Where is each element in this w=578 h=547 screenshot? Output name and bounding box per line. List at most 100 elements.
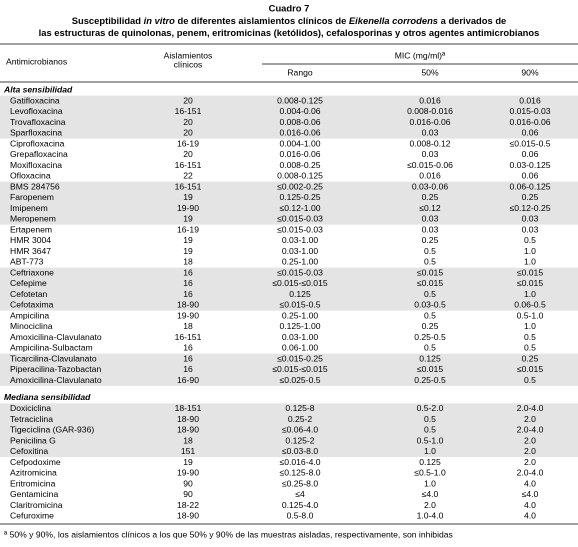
cell: 16-151 bbox=[175, 106, 202, 116]
cell: 19 bbox=[183, 246, 193, 256]
drug-name: Penicilina G bbox=[10, 435, 56, 445]
cell: 16 bbox=[183, 267, 193, 277]
cell: 90 bbox=[183, 478, 193, 488]
footnote: ª 50% y 90%, los aislamientos clínicos a… bbox=[4, 529, 453, 539]
column-header: 90% bbox=[521, 67, 539, 77]
section-title: Mediana sensibilidad bbox=[4, 392, 91, 402]
subtitle-segment: in vitro bbox=[144, 15, 176, 26]
drug-name: Cefoxitina bbox=[10, 446, 48, 456]
cell: 0.03 bbox=[522, 214, 539, 224]
drug-name: Gatifloxacina bbox=[10, 95, 60, 105]
cell: 90 bbox=[183, 489, 193, 499]
drug-name: Claritromicina bbox=[10, 500, 63, 510]
drug-name: Faropenem bbox=[10, 192, 54, 202]
row-shading bbox=[0, 267, 578, 311]
cell: 0.25-0.5 bbox=[414, 332, 446, 342]
cell: 4.0 bbox=[524, 511, 536, 521]
cell: 16 bbox=[183, 353, 193, 363]
cell: 16-151 bbox=[175, 160, 202, 170]
cell: 19 bbox=[183, 192, 193, 202]
cell: 18-90 bbox=[177, 300, 199, 310]
cell: 0.125-8 bbox=[285, 403, 314, 413]
cell: ≤0.015-0.25 bbox=[277, 353, 323, 363]
cell: 18-22 bbox=[177, 500, 199, 510]
drug-name: Cefuroxime bbox=[10, 511, 54, 521]
cell: ≤0.015 bbox=[417, 364, 443, 374]
cell: 0.125 bbox=[289, 289, 311, 299]
cell: 1.0 bbox=[524, 257, 536, 267]
cell: 18 bbox=[183, 321, 193, 331]
cell: ≤0.015 bbox=[417, 267, 443, 277]
cell: 2.0-4.0 bbox=[517, 425, 544, 435]
cell: 0.03-1.00 bbox=[282, 246, 319, 256]
drug-name: Ceftriaxone bbox=[10, 267, 54, 277]
cell: ≤0.002-0.25 bbox=[277, 181, 323, 191]
cell: 0.5-2.0 bbox=[417, 403, 444, 413]
cell: 0.25-2 bbox=[288, 414, 313, 424]
cell: 16 bbox=[183, 289, 193, 299]
row-shading bbox=[0, 181, 578, 225]
drug-name: ABT-773 bbox=[10, 257, 44, 267]
cell: 0.125-2 bbox=[285, 435, 314, 445]
cell: 16-151 bbox=[175, 181, 202, 191]
cell: 18-151 bbox=[175, 403, 202, 413]
cell: 0.008-0.12 bbox=[409, 138, 450, 148]
cell: ≤0.06-4.0 bbox=[282, 425, 318, 435]
drug-name: Amoxicilina-Clavulanato bbox=[10, 375, 102, 385]
cell: 19 bbox=[183, 457, 193, 467]
column-header: clínicos bbox=[174, 59, 203, 69]
cell: 20 bbox=[183, 128, 193, 138]
drug-name: Minociclina bbox=[10, 321, 53, 331]
cell: 4.0 bbox=[524, 478, 536, 488]
cell: 0.016-0.06 bbox=[279, 128, 320, 138]
cell: 0.06-1.00 bbox=[282, 343, 319, 353]
cell: ≤0.12-0.25 bbox=[509, 203, 550, 213]
cell: 0.5 bbox=[424, 257, 436, 267]
drug-name: Gentamicina bbox=[10, 489, 58, 499]
drug-name: Cefotaxima bbox=[10, 300, 54, 310]
cell: 0.125-4.0 bbox=[282, 500, 319, 510]
drug-name: Moxifloxacina bbox=[10, 160, 62, 170]
cell: 2.0 bbox=[524, 414, 536, 424]
cell: 18 bbox=[183, 257, 193, 267]
cell: 18-90 bbox=[177, 511, 199, 521]
cell: ≤0.015-0.03 bbox=[277, 214, 323, 224]
subtitle-segment: a derivados de bbox=[438, 15, 506, 26]
cell: ≤0.015-0.03 bbox=[277, 224, 323, 234]
cell: 16 bbox=[183, 364, 193, 374]
drug-name: Ciprofloxacina bbox=[10, 138, 65, 148]
table-number: Cuadro 7 bbox=[269, 2, 310, 13]
cell: 0.016 bbox=[419, 95, 441, 105]
cell: 0.008-0.016 bbox=[407, 106, 453, 116]
cell: 0.03 bbox=[422, 149, 439, 159]
drug-name: Doxiciclina bbox=[10, 403, 51, 413]
cell: ≤0.015-≤0.015 bbox=[272, 364, 328, 374]
cell: 0.5 bbox=[524, 235, 536, 245]
cell: 2.0 bbox=[424, 500, 436, 510]
cell: ≤4.0 bbox=[522, 489, 539, 499]
drug-name: Ofloxacina bbox=[10, 171, 51, 181]
cell: 20 bbox=[183, 95, 193, 105]
cell: ≤0.5-1.0 bbox=[414, 468, 446, 478]
subtitle-segment: las estructuras de quinolonas, penem, er… bbox=[39, 27, 540, 38]
cell: ≤0.12 bbox=[419, 203, 441, 213]
row-shading bbox=[0, 403, 578, 458]
cell: 2.0 bbox=[524, 446, 536, 456]
cell: 0.03 bbox=[522, 224, 539, 234]
column-header: MIC (mg/ml)ª bbox=[395, 50, 446, 60]
cell: ≤0.12-1.00 bbox=[279, 203, 320, 213]
cell: 0.03 bbox=[422, 128, 439, 138]
cell: ≤0.015-0.06 bbox=[407, 160, 453, 170]
cell: 2.0-4.0 bbox=[517, 403, 544, 413]
cell: 0.125 bbox=[419, 457, 441, 467]
cell: 20 bbox=[183, 149, 193, 159]
cell: ≤0.015 bbox=[417, 278, 443, 288]
cell: 1.0 bbox=[424, 446, 436, 456]
cell: 0.06 bbox=[522, 128, 539, 138]
drug-name: HMR 3647 bbox=[10, 246, 51, 256]
cell: 0.008-0.06 bbox=[279, 117, 320, 127]
cell: 1.0 bbox=[524, 321, 536, 331]
cell: 0.5 bbox=[424, 343, 436, 353]
column-header: Aislamientos bbox=[164, 50, 213, 60]
